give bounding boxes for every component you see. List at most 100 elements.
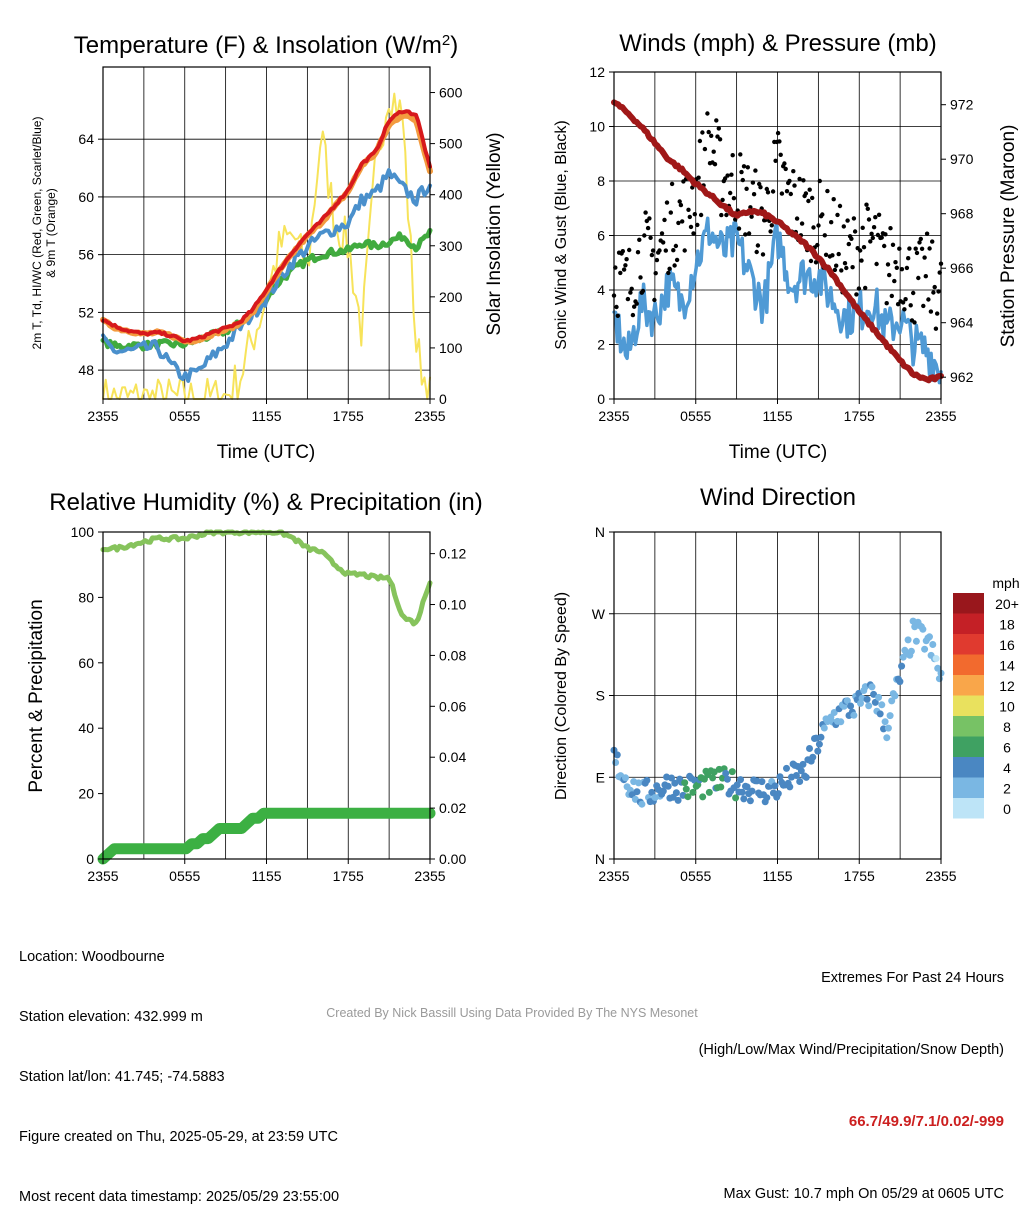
direction-point: [896, 678, 904, 686]
direction-point: [792, 772, 800, 779]
direction-point: [612, 759, 620, 766]
wind-title: Winds (mph) & Pressure (mb): [619, 30, 936, 57]
extremes-values: 66.7/49.9/7.1/0.02/-999: [848, 1113, 1004, 1130]
direction-point: [932, 655, 940, 662]
x-tick-label: 0555: [680, 868, 711, 884]
x-tick-label: 1155: [251, 408, 281, 424]
gust-point: [722, 176, 728, 181]
gust-point: [897, 246, 902, 251]
x-tick-label: 0555: [169, 868, 200, 884]
y-tick-label: N: [595, 851, 605, 867]
gust-point: [773, 158, 778, 163]
rh-series: [97, 529, 436, 865]
gust-point: [876, 212, 882, 217]
gust-point: [630, 312, 636, 318]
gust-point: [778, 152, 783, 157]
temp-ylabel-line2: & 9m T (Orange): [44, 188, 58, 278]
gust-point: [749, 214, 754, 219]
gust-point: [860, 225, 865, 230]
gust-point: [782, 161, 787, 166]
gust-point: [865, 206, 870, 211]
wind-ylabel: Sonic Wind & Gust (Blue, Black): [553, 120, 570, 349]
gust-point: [845, 218, 850, 223]
x-tick-label: 0555: [680, 408, 711, 424]
direction-point: [748, 787, 756, 795]
extremes-title: Extremes For Past 24 Hours: [821, 970, 1004, 986]
gust-point: [822, 233, 827, 238]
direction-point: [771, 782, 779, 790]
y2-tick-label: 500: [439, 136, 463, 152]
gust-point: [725, 173, 730, 178]
gust-point: [922, 255, 927, 260]
direction-point: [817, 733, 825, 741]
direction-point: [881, 718, 889, 726]
gust-point: [728, 190, 733, 196]
gust-point: [657, 248, 662, 253]
gust-point: [841, 224, 846, 229]
gust-point: [851, 216, 857, 221]
y-tick-label: 12: [589, 64, 605, 80]
direction-point: [682, 785, 690, 793]
gust-point: [637, 237, 642, 242]
gust-point: [919, 246, 925, 251]
gust-point: [717, 137, 723, 142]
x-tick-label: 1155: [251, 868, 281, 884]
direction-point: [622, 774, 629, 782]
wind-speed-line: [612, 216, 943, 385]
temp-title: Temperature (F) & Insolation (W/m2): [74, 32, 458, 59]
colorbar-label: 2: [1003, 781, 1011, 797]
gust-point: [863, 285, 868, 291]
y2-tick-label: 962: [950, 369, 974, 385]
rh-ticks: 2355 0555 1155 1755 23550204060801000.000.02…: [71, 524, 467, 884]
gust-point: [729, 172, 734, 177]
y-tick-label: 100: [71, 524, 95, 540]
gust-point: [634, 301, 639, 306]
gust-point: [823, 252, 829, 257]
wind-ticks: 2355 0555 1155 1755 235502468101296296496696…: [589, 64, 973, 424]
gust-point: [779, 191, 785, 196]
gust-point: [632, 304, 637, 309]
gust-point: [856, 286, 862, 291]
gust-point: [741, 164, 747, 169]
gust-point: [854, 292, 859, 297]
direction-point: [659, 787, 667, 795]
gust-point: [803, 191, 809, 196]
info-created: Figure created on Thu, 2025-05-29, at 23…: [19, 1129, 338, 1145]
y-tick-label: 52: [78, 304, 94, 320]
gust-point: [697, 138, 703, 144]
credit-line: Created By Nick Bassill Using Data Provi…: [326, 1006, 698, 1020]
gust-point: [706, 129, 711, 135]
y-tick-label: W: [592, 606, 606, 622]
rh-panel: Relative Humidity (%) & Precipitation (i…: [26, 489, 483, 884]
gust-point: [829, 220, 834, 225]
gust-point: [692, 212, 697, 217]
gust-point: [661, 240, 666, 245]
dir-series: [610, 617, 945, 808]
colorbar-label: 12: [999, 678, 1015, 694]
gust-point: [744, 186, 749, 191]
direction-point: [926, 633, 933, 641]
gust-point: [936, 289, 941, 294]
gust-point: [926, 297, 931, 302]
gust-point: [739, 169, 744, 175]
y-tick-label: 40: [78, 720, 94, 736]
direction-point: [648, 788, 656, 796]
gust-point: [908, 303, 913, 308]
gust-point: [712, 162, 718, 167]
direction-point: [868, 683, 876, 691]
x-tick-label: 2355: [414, 868, 445, 884]
temp-grid: [102, 67, 431, 399]
y2-tick-label: 600: [439, 85, 463, 101]
gust-point: [649, 252, 655, 258]
direction-point: [638, 800, 646, 808]
wind-y2label: Station Pressure (Maroon): [998, 125, 1019, 348]
colorbar-label: 8: [1003, 719, 1011, 735]
gust-point: [903, 297, 908, 302]
info-elevation: Station elevation: 432.999 m: [19, 1009, 203, 1025]
gust-point: [885, 262, 891, 267]
gust-point: [917, 240, 922, 245]
colorbar-swatch: [953, 716, 984, 737]
colorbar-swatch: [953, 613, 984, 634]
gust-point: [837, 203, 843, 209]
gust-point: [892, 278, 897, 284]
